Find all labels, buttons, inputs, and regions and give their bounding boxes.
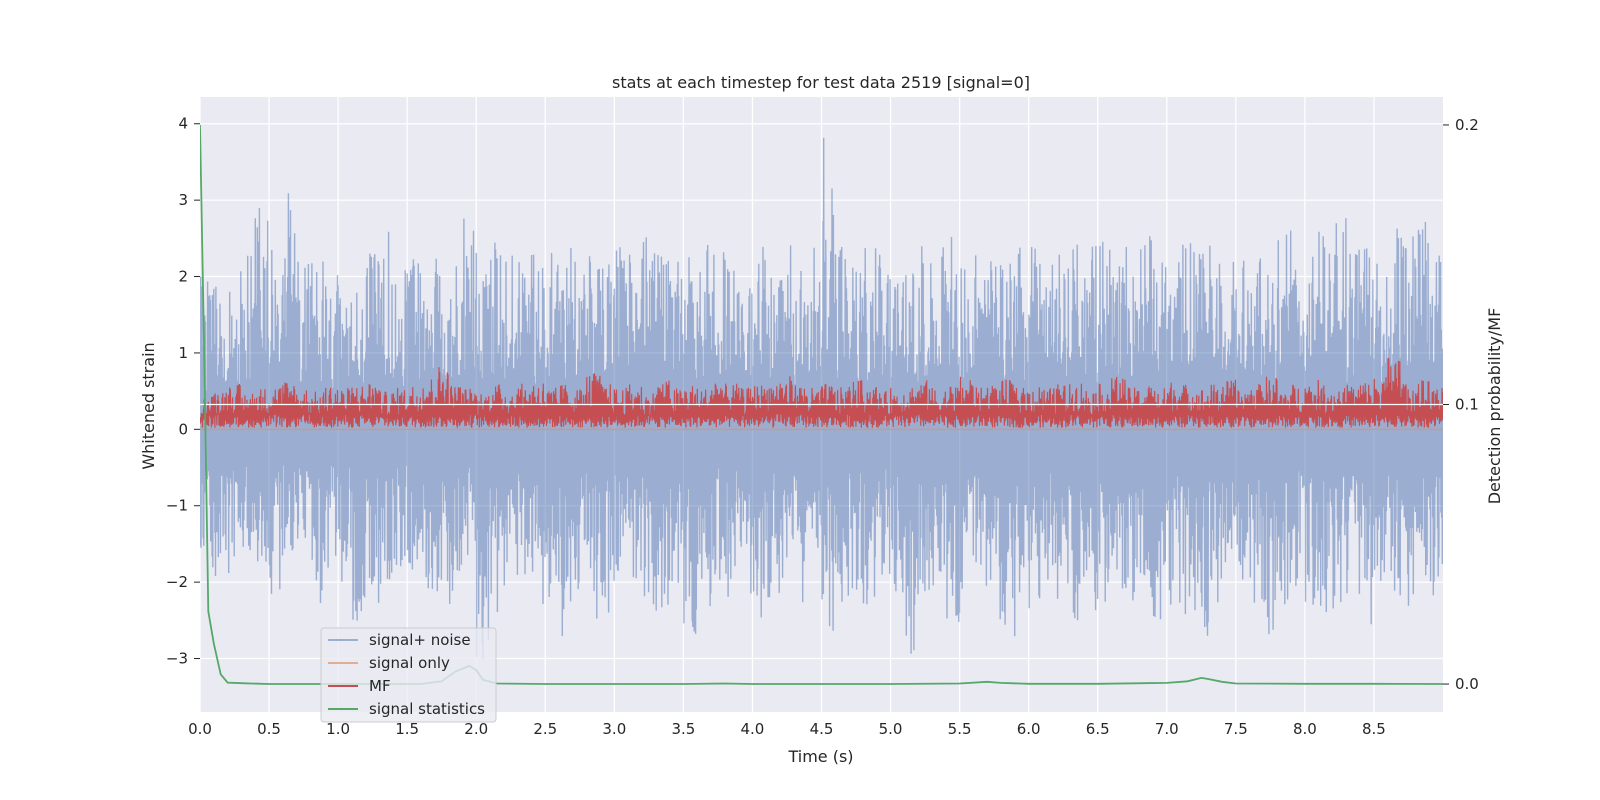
x-axis-ticks: 0.0 0.5 1.0 1.5 2.0 2.5 3.0 3.5 4.0 4.5 5.0 5.5 6.0 6…	[188, 720, 1386, 738]
chart-title: stats at each timestep for test data 251…	[612, 73, 1030, 92]
x-tick-label: 1.5	[395, 720, 419, 738]
legend-label-signal-only: signal only	[369, 654, 450, 672]
y2-axis-label: Detection probability/MF	[1485, 308, 1504, 505]
y-tick-label: 4	[178, 115, 188, 133]
series-signal-statistics-line	[200, 124, 1443, 685]
legend-label-signal-statistics: signal statistics	[369, 700, 485, 718]
legend: signal+ noise signal only MF signal stat…	[320, 627, 497, 723]
x-tick-label: 3.5	[671, 720, 695, 738]
x-tick-label: 4.5	[810, 720, 834, 738]
x-tick-label: 2.0	[464, 720, 488, 738]
x-tick-label: 1.0	[326, 720, 350, 738]
y-tick-label: −3	[166, 650, 188, 668]
x-tick-label: 0.5	[257, 720, 281, 738]
x-tick-label: 0.0	[188, 720, 212, 738]
y-tick-label: 3	[178, 191, 188, 209]
y-tick-label: 0	[178, 420, 188, 438]
x-tick-label: 7.0	[1155, 720, 1179, 738]
y-tick-label: 2	[178, 268, 188, 286]
legend-label-signal-noise: signal+ noise	[369, 631, 471, 649]
legend-box	[320, 627, 497, 723]
x-tick-label: 5.0	[879, 720, 903, 738]
x-tick-label: 8.5	[1362, 720, 1386, 738]
y-tick-label: −1	[166, 497, 188, 515]
y-axis-label: Whitened strain	[139, 342, 158, 469]
y-axis-ticks: −3 −2 −1 0 1 2 3 4	[166, 115, 200, 668]
x-tick-label: 2.5	[533, 720, 557, 738]
x-tick-label: 7.5	[1224, 720, 1248, 738]
series-layer	[200, 124, 1443, 685]
y2-tick-label: 0.1	[1455, 396, 1479, 414]
x-tick-label: 5.5	[948, 720, 972, 738]
legend-label-mf: MF	[369, 677, 391, 695]
x-axis-label: Time (s)	[787, 747, 853, 766]
y-tick-label: 1	[178, 344, 188, 362]
x-tick-label: 8.0	[1293, 720, 1317, 738]
x-tick-label: 3.0	[602, 720, 626, 738]
x-tick-label: 6.0	[1017, 720, 1041, 738]
y2-tick-label: 0.0	[1455, 675, 1479, 693]
y2-tick-label: 0.2	[1455, 116, 1479, 134]
x-tick-label: 4.0	[741, 720, 765, 738]
x-tick-label: 6.5	[1086, 720, 1110, 738]
y2-axis-ticks: 0.0 0.1 0.2	[1443, 116, 1479, 693]
series-signal-noise-line	[200, 137, 1443, 660]
series-mf-line	[200, 358, 1443, 428]
y-tick-label: −2	[166, 573, 188, 591]
